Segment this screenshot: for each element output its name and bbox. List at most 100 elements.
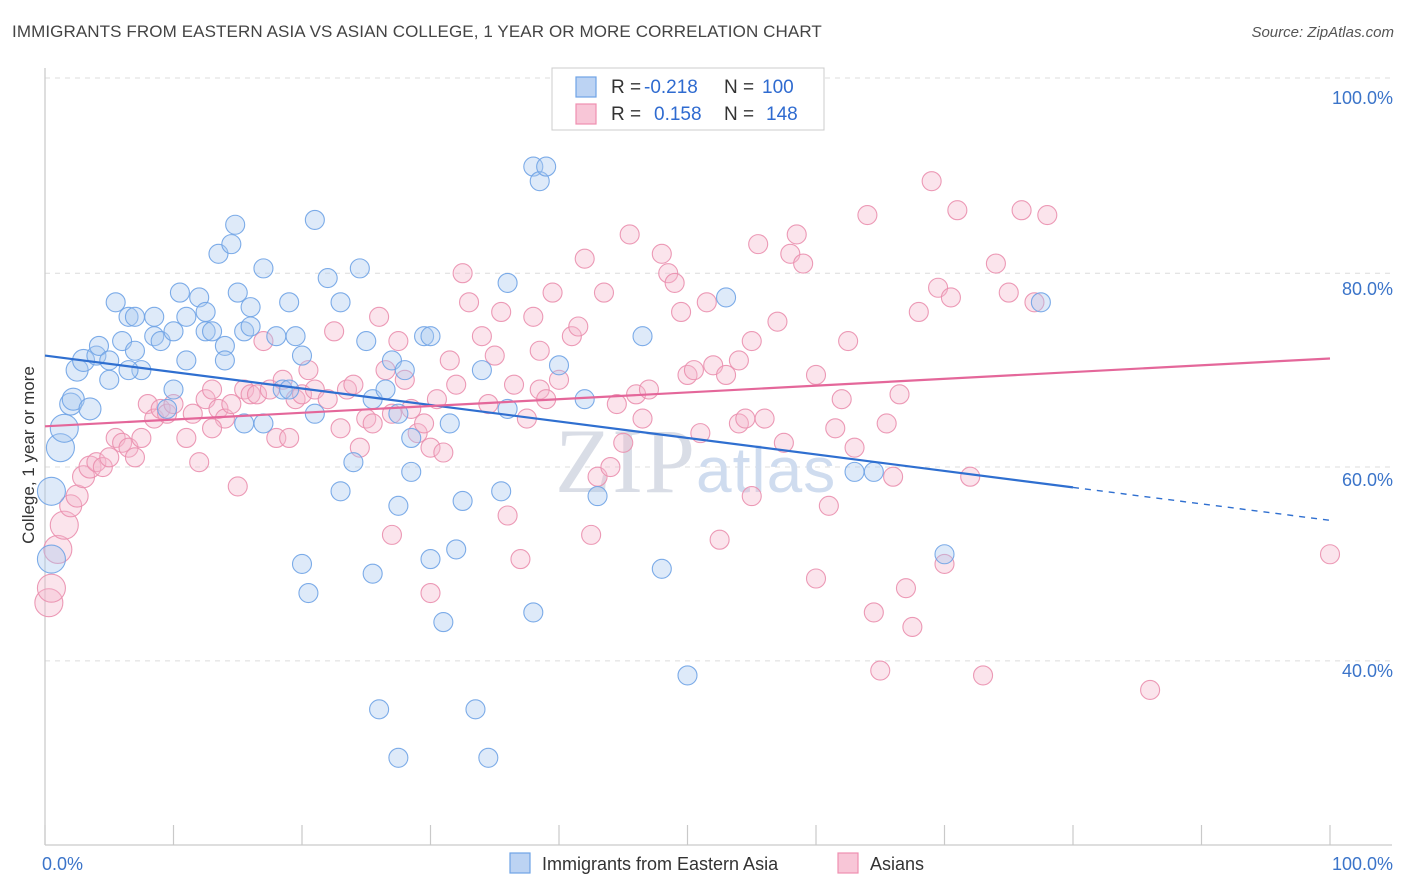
y-tick-label: 100.0% [1332,88,1393,108]
tick-labels: 100.0% 80.0% 60.0% 40.0% 0.0% 100.0% [42,88,1393,874]
data-point [574,248,595,269]
data-point [484,345,505,366]
data-point [709,529,730,550]
data-point [497,272,518,293]
data-point [381,524,403,545]
data-point [208,398,229,419]
data-point [465,699,486,720]
data-point [870,660,891,681]
trend-line-pink [44,357,1331,428]
data-point [414,326,435,347]
data-point [715,287,737,308]
data-point [439,350,460,371]
series-immigrants-eastern-asia [36,156,1051,768]
data-point [908,301,929,323]
data-point [960,466,981,487]
data-point [144,306,165,327]
data-point [221,393,242,415]
data-point [818,495,839,516]
data-point [491,481,512,502]
data-point [388,495,409,516]
data-point [439,413,460,434]
data-point [613,432,634,453]
data-point [793,253,814,274]
data-point [664,272,685,293]
legend-swatch-blue [575,76,597,98]
data-point [844,437,865,458]
legend-n-label-2: N = [724,104,754,125]
data-point [940,287,961,308]
data-point [529,379,550,400]
data-point [189,452,210,473]
data-point [124,447,145,468]
data-point [317,268,338,289]
data-point [857,205,878,226]
data-point [600,456,621,478]
data-point [638,379,660,400]
data-point [741,486,762,507]
data-point [169,282,190,303]
data-point [619,224,640,245]
data-point [279,427,300,449]
data-point [728,350,749,371]
bottom-legend-label-2: Asians [870,854,924,874]
bottom-legend-swatch-pink [837,852,859,874]
y-tick-label: 40.0% [1342,661,1393,681]
data-point [99,447,120,468]
data-point [65,484,89,508]
data-point [561,326,582,347]
data-point [985,253,1006,274]
data-point [279,292,300,313]
data-point [105,292,126,313]
data-point [176,427,197,449]
data-point [548,355,570,376]
data-point [510,549,531,570]
trend-lines [44,354,1331,522]
data-point [401,461,422,482]
data-point [420,326,441,347]
data-point [266,326,287,347]
data-point [972,665,994,686]
data-point [651,243,672,264]
legend-n-value-1: 100 [762,77,794,98]
legend-r-value-1: -0.218 [644,77,698,98]
axes [44,68,1392,846]
y-tick-label: 60.0% [1342,470,1393,490]
watermark: ZIPatlas [555,410,836,512]
legend-n-value-2: 148 [766,104,798,125]
data-point [298,582,319,604]
data-point [895,578,917,599]
legend-swatch-pink [575,103,597,125]
data-point [1037,205,1058,226]
data-point [124,340,145,361]
data-point [124,306,145,327]
data-point [1319,544,1341,565]
data-point [632,326,653,347]
data-point [921,171,942,192]
data-point [844,461,865,482]
data-point [754,408,775,429]
data-point [735,408,756,429]
data-point [458,292,480,313]
data-point [394,360,415,381]
data-point [291,345,313,366]
data-point [202,418,223,439]
data-point [92,456,113,478]
data-point [889,384,910,405]
data-point [253,330,274,352]
data-point [131,427,152,449]
data-point [362,563,383,584]
data-point [375,379,396,400]
data-point [497,505,518,526]
data-point [279,379,300,400]
y-tick-label: 80.0% [1342,279,1393,299]
data-point [825,418,846,439]
data-point [118,306,139,327]
data-point [240,316,261,337]
data-point [491,301,512,323]
data-point [78,397,102,421]
data-point [677,665,698,686]
data-point [548,369,570,390]
data-point [420,582,441,604]
